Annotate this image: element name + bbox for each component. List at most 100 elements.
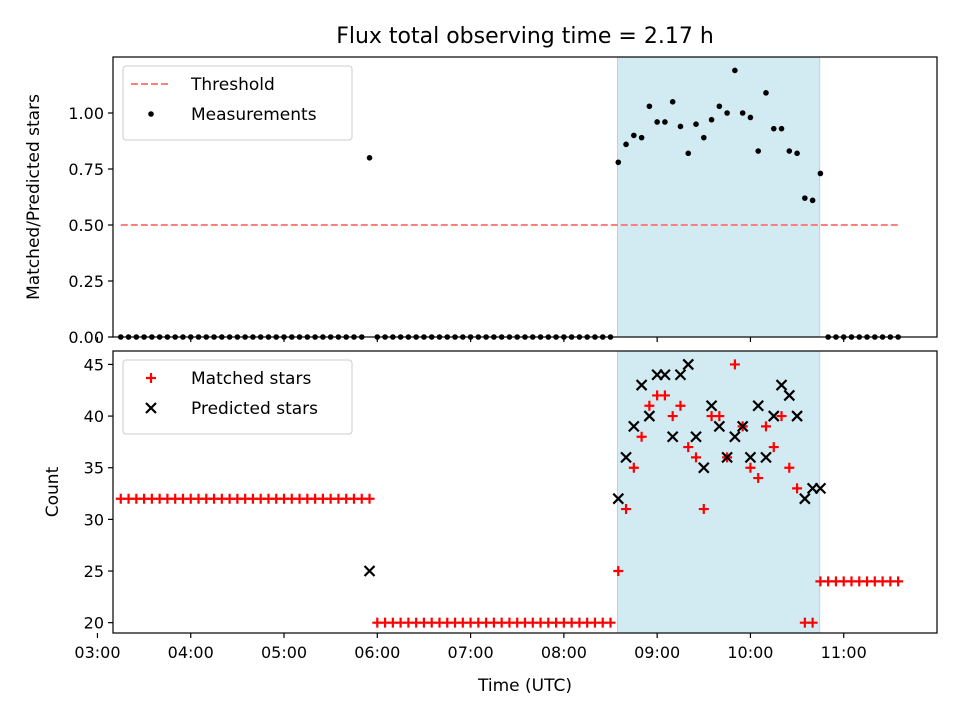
bottom-points-layer bbox=[115, 358, 904, 628]
top-legend-box bbox=[122, 65, 353, 141]
predicted-stars-point bbox=[721, 451, 733, 464]
predicted-stars-point bbox=[713, 420, 726, 433]
predicted-stars-point bbox=[666, 430, 679, 443]
measurements-point bbox=[677, 123, 684, 130]
predicted-stars-legend-label: Predicted stars bbox=[191, 399, 318, 419]
measurements-point bbox=[662, 119, 668, 125]
bottom-ytick-label: 25 bbox=[84, 562, 104, 581]
top-ytick-label: 0.50 bbox=[68, 216, 104, 235]
top-axes-frame bbox=[112, 56, 938, 338]
x-tick-label: 11:00 bbox=[821, 643, 867, 662]
x-tick-label: 08:00 bbox=[541, 643, 587, 662]
predicted-stars-point bbox=[674, 368, 687, 381]
matched-stars-point bbox=[613, 566, 624, 577]
chart-title: Flux total observing time = 2.17 h bbox=[336, 24, 714, 49]
predicted-stars-point bbox=[698, 461, 710, 474]
top-ytick-label: 0.25 bbox=[68, 272, 104, 291]
predicted-stars-point bbox=[744, 451, 757, 464]
matched-stars-point bbox=[768, 442, 779, 453]
measurements-point bbox=[763, 90, 769, 96]
predicted-stars-point bbox=[690, 430, 702, 443]
top-ytick-label: 1.00 bbox=[68, 104, 104, 123]
top-ytick-label: 0.00 bbox=[68, 328, 104, 347]
bottom-shaded-span bbox=[617, 350, 821, 634]
measurements-point bbox=[778, 125, 785, 132]
predicted-stars-legend-key bbox=[145, 402, 157, 414]
predicted-stars-point bbox=[752, 399, 764, 412]
bottom-ytick-label: 35 bbox=[84, 459, 104, 478]
measurements-point bbox=[732, 67, 738, 74]
predicted-stars-point bbox=[682, 358, 695, 371]
predicted-stars-point bbox=[767, 410, 780, 422]
bottom-y-axis-label: Count bbox=[43, 466, 63, 517]
x-tick-label: 06:00 bbox=[354, 643, 400, 662]
matched-stars-point bbox=[644, 400, 655, 411]
bottom-ytick-label: 40 bbox=[84, 407, 104, 426]
measurements-point bbox=[802, 195, 808, 201]
x-tick-label: 03:00 bbox=[74, 643, 120, 662]
measurements-point bbox=[724, 110, 730, 116]
matched-stars-point bbox=[683, 442, 694, 453]
bottom-panel: 20 25 30 35 40 45 03:00 04:00 05:00 06:00 07:00 08… bbox=[43, 350, 938, 662]
bottom-axes-frame bbox=[112, 350, 938, 634]
matched-stars-point bbox=[364, 493, 375, 504]
top-ytick-label: 0.75 bbox=[68, 160, 104, 179]
predicted-stars-point bbox=[814, 482, 827, 495]
matched-stars-legend-key bbox=[146, 373, 156, 383]
predicted-stars-point bbox=[799, 492, 811, 505]
predicted-stars-point bbox=[620, 451, 632, 464]
predicted-stars-point bbox=[628, 420, 640, 433]
predicted-stars-point bbox=[736, 420, 749, 433]
matched-stars-point bbox=[807, 617, 818, 628]
measurements-point bbox=[755, 148, 762, 154]
predicted-stars-point bbox=[760, 451, 772, 464]
matched-stars-point bbox=[636, 431, 647, 442]
predicted-stars-point bbox=[783, 389, 796, 402]
measurements-point bbox=[693, 121, 699, 127]
matched-stars-point bbox=[659, 390, 670, 401]
measurements-point bbox=[794, 150, 800, 157]
bottom-legend-box bbox=[122, 359, 353, 435]
predicted-stars-point bbox=[729, 430, 741, 443]
predicted-stars-point bbox=[791, 410, 803, 422]
bottom-ytick-label: 30 bbox=[84, 510, 104, 529]
top-shaded-span bbox=[617, 56, 821, 338]
matched-stars-point bbox=[729, 359, 740, 370]
measurements-point bbox=[685, 150, 692, 157]
measurements-legend-label: Measurements bbox=[191, 105, 317, 125]
predicted-stars-point bbox=[612, 492, 625, 505]
matched-stars-point bbox=[628, 462, 639, 473]
predicted-stars-point bbox=[643, 410, 656, 422]
matched-stars-point bbox=[675, 400, 686, 411]
top-legend: Threshold Measurements bbox=[122, 65, 353, 141]
matched-stars-point bbox=[605, 617, 616, 628]
matched-stars-point bbox=[792, 483, 803, 494]
measurements-point bbox=[669, 99, 676, 105]
predicted-stars-point bbox=[635, 379, 648, 391]
measurements-point bbox=[638, 134, 645, 141]
top-panel: 0.00 0.25 0.50 0.75 1.00 Matched/Predicted s… bbox=[24, 56, 938, 347]
x-tick-label: 09:00 bbox=[634, 643, 680, 662]
x-axis-label: Time (UTC) bbox=[477, 676, 572, 696]
threshold-legend-label: Threshold bbox=[190, 75, 275, 95]
measurements-point bbox=[739, 110, 746, 116]
bottom-yticks: 20 25 30 35 40 45 bbox=[84, 355, 113, 633]
x-tick-label: 05:00 bbox=[261, 643, 307, 662]
matched-stars-point bbox=[753, 473, 764, 484]
matched-stars-point bbox=[714, 411, 725, 422]
matched-stars-point bbox=[760, 421, 771, 432]
measurements-point bbox=[817, 170, 824, 177]
predicted-stars-point bbox=[659, 368, 671, 381]
matched-stars-point bbox=[784, 462, 795, 473]
measurements-point bbox=[654, 119, 660, 125]
predicted-stars-point bbox=[775, 379, 788, 391]
x-tick-label: 07:00 bbox=[448, 643, 494, 662]
top-xticks bbox=[96, 337, 845, 342]
measurements-point bbox=[747, 114, 754, 121]
x-tick-label: 04:00 bbox=[168, 643, 214, 662]
measurements-point bbox=[623, 141, 629, 148]
bottom-ytick-label: 20 bbox=[84, 614, 104, 633]
measurements-point bbox=[708, 116, 715, 123]
measurements-point bbox=[366, 155, 373, 161]
